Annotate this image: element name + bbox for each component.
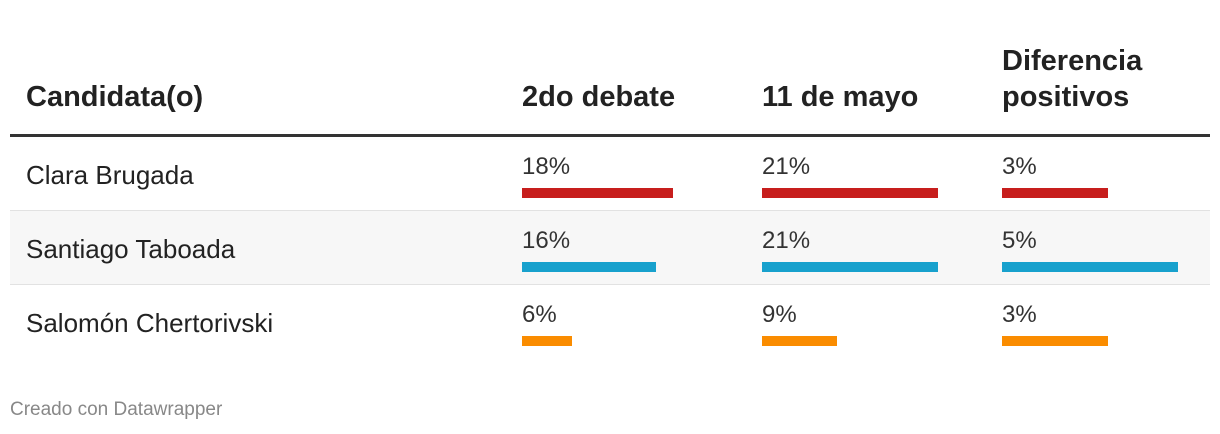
- candidate-name: Santiago Taboada: [26, 234, 236, 264]
- bar-label: 18%: [522, 153, 571, 180]
- bar-second-debate: [522, 336, 572, 346]
- bar-label: 5%: [1002, 227, 1037, 254]
- bar-may-11: [762, 336, 837, 346]
- bar-positive-difference: [1002, 262, 1178, 272]
- header-positive-difference-line1: Diferencia: [1002, 45, 1143, 77]
- header-positive-difference-line2: positivos: [1002, 81, 1130, 113]
- candidate-name: Clara Brugada: [26, 160, 194, 190]
- header-candidate: Candidata(o): [26, 81, 204, 113]
- bar-label: 6%: [522, 301, 557, 328]
- bar-positive-difference: [1002, 188, 1108, 198]
- table-row: Salomón Chertorivski 6% 9% 3%: [10, 285, 1210, 358]
- bar-second-debate: [522, 262, 656, 272]
- bar-cell-second-debate: 16%: [522, 227, 698, 277]
- bar-positive-difference: [1002, 336, 1108, 346]
- bar-label: 3%: [1002, 301, 1037, 328]
- bar-cell-may-11: 21%: [762, 153, 938, 203]
- bar-cell-may-11: 9%: [762, 301, 938, 351]
- bar-cell-positive-difference: 5%: [1002, 227, 1178, 277]
- footer-credit[interactable]: Creado con Datawrapper: [10, 399, 223, 420]
- bar-label: 21%: [762, 153, 811, 180]
- table-row: Santiago Taboada 16% 21% 5%: [10, 211, 1210, 285]
- bar-cell-positive-difference: 3%: [1002, 153, 1178, 203]
- header-positive-difference: Diferencia positivos: [1002, 43, 1202, 115]
- bar-may-11: [762, 188, 938, 198]
- candidate-name: Salomón Chertorivski: [26, 308, 274, 338]
- bar-cell-second-debate: 6%: [522, 301, 698, 351]
- bar-label: 3%: [1002, 153, 1037, 180]
- bar-label: 9%: [762, 301, 797, 328]
- bar-may-11: [762, 262, 938, 272]
- bar-cell-second-debate: 18%: [522, 153, 698, 203]
- table-row: Clara Brugada 18% 21% 3%: [10, 137, 1210, 211]
- header-second-debate: 2do debate: [522, 81, 676, 113]
- table-header: Candidata(o) 2do debate 11 de mayo Difer…: [10, 0, 1210, 137]
- table-body: Clara Brugada 18% 21% 3% Santiago Taboad…: [10, 137, 1210, 358]
- bar-label: 21%: [762, 227, 811, 254]
- bar-label: 16%: [522, 227, 571, 254]
- bar-cell-may-11: 21%: [762, 227, 938, 277]
- results-table: Candidata(o) 2do debate 11 de mayo Difer…: [10, 0, 1210, 358]
- bar-cell-positive-difference: 3%: [1002, 301, 1178, 351]
- bar-second-debate: [522, 188, 673, 198]
- header-may-11: 11 de mayo: [762, 81, 919, 113]
